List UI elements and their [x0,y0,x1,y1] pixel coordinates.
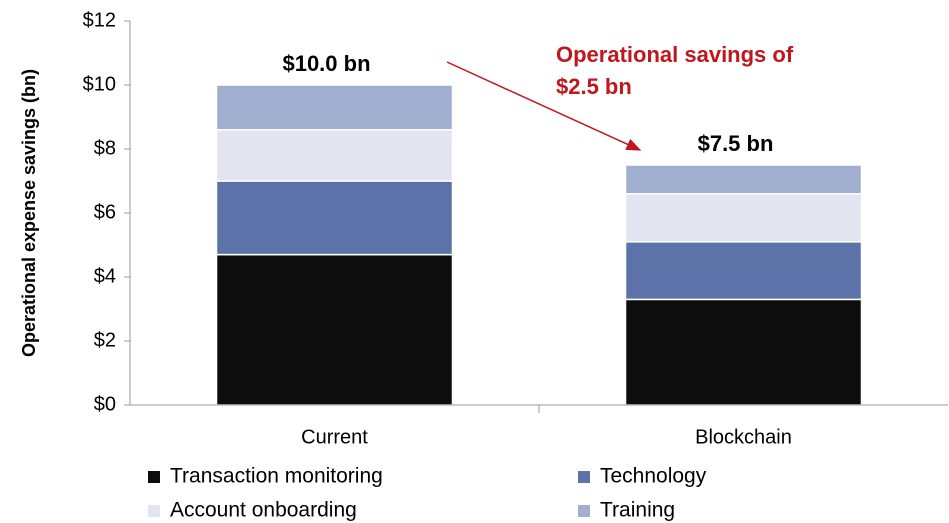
legend-swatch [148,505,160,517]
savings-annotation: $2.5 bn [556,74,632,99]
savings-arrow [446,61,642,151]
bar-segment [215,84,454,131]
bar-segment [624,193,863,243]
legend-label: Transaction monitoring [170,465,383,488]
legend-swatch [578,471,590,483]
bar-segment [624,241,863,301]
bar-segment [624,164,863,195]
bar-segment [215,129,454,182]
legend-label: Training [600,499,675,522]
legend-label: Account onboarding [170,499,357,522]
x-tick-label: Current [301,426,368,448]
y-axis-label: Operational expense savings (bn) [19,69,39,357]
bar-segment [624,298,863,406]
y-tick-label: $10 [83,73,116,95]
total-annotation: $10.0 bn [282,51,370,76]
y-tick-label: $6 [94,201,116,223]
x-tick-label: Blockchain [695,426,792,448]
savings-annotation: Operational savings of [556,42,794,67]
legend-swatch [578,505,590,517]
y-tick-label: $0 [94,393,116,415]
y-tick-label: $4 [94,265,116,287]
y-tick-label: $8 [94,137,116,159]
legend-label: Technology [600,465,707,488]
bar-segment [215,253,454,406]
y-tick-label: $12 [83,9,116,31]
legend-swatch [148,471,160,483]
total-annotation: $7.5 bn [698,131,774,156]
y-tick-label: $2 [94,329,116,351]
bar-segment [215,180,454,256]
